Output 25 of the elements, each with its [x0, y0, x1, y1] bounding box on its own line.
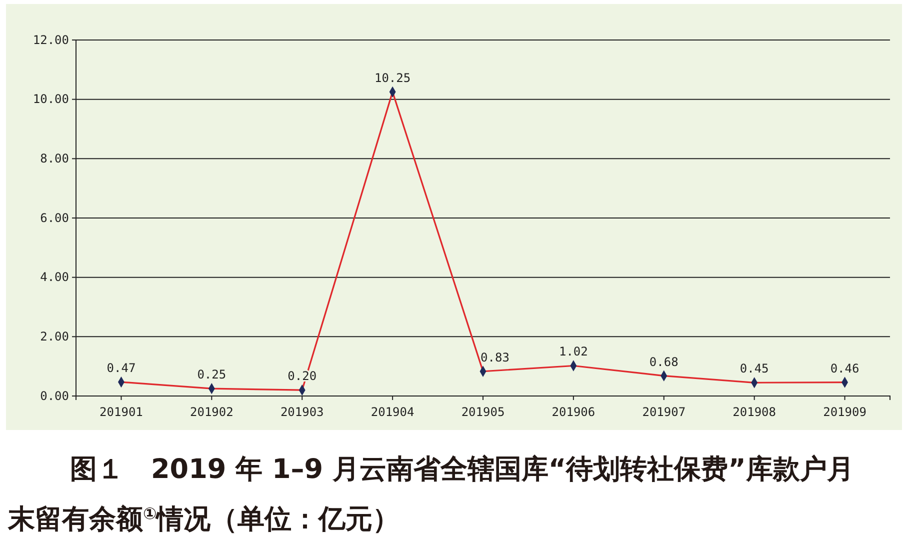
- y-tick-label: 6.00: [40, 210, 69, 225]
- data-label: 10.25: [374, 70, 411, 85]
- data-label: 0.68: [649, 354, 678, 369]
- y-tick-label: 8.00: [40, 152, 69, 166]
- y-tick-label: 2.00: [40, 330, 69, 344]
- data-label: 0.45: [740, 362, 769, 376]
- x-tick-label: 201905: [461, 405, 505, 420]
- y-tick-label: 12.00: [32, 32, 69, 47]
- y-tick-label: 0.00: [40, 388, 69, 403]
- data-label: 0.83: [480, 350, 510, 364]
- data-label: 0.46: [830, 361, 860, 376]
- x-tick-label: 201906: [552, 405, 596, 420]
- y-tick-label: 4.00: [40, 270, 69, 284]
- data-label: 0.47: [106, 361, 136, 376]
- x-tick-label: 201908: [732, 405, 776, 420]
- x-tick-label: 201901: [100, 405, 143, 420]
- x-tick-label: 201907: [642, 405, 686, 420]
- x-tick-label: 201904: [370, 405, 414, 420]
- x-tick-label: 201903: [280, 405, 324, 420]
- data-label: 1.02: [558, 344, 588, 359]
- y-tick-label: 10.00: [32, 92, 69, 106]
- text: 图１ 2019 年 1–9 月云南省全辖国库“待划转社保费”库款户月末留有余额$^{①}$情况（单位：亿元）: [7, 454, 854, 535]
- x-tick-label: 201902: [190, 405, 234, 420]
- x-tick-label: 201909: [823, 405, 866, 420]
- data-label: 0.25: [197, 368, 226, 382]
